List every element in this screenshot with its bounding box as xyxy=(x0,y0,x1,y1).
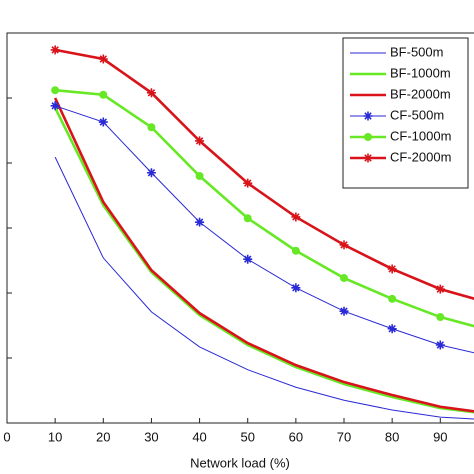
marker xyxy=(243,214,252,223)
x-tick-label: 20 xyxy=(96,429,110,444)
x-tick-label: 90 xyxy=(433,429,447,444)
marker xyxy=(98,54,108,64)
marker xyxy=(195,172,204,180)
marker xyxy=(195,217,205,227)
marker xyxy=(340,274,349,283)
marker xyxy=(291,283,301,293)
x-tick-label: 80 xyxy=(385,429,399,444)
legend-marker xyxy=(363,153,373,163)
series-line xyxy=(55,88,474,328)
marker xyxy=(147,123,156,132)
x-axis-label: Network load (%) xyxy=(190,455,290,470)
marker xyxy=(99,90,108,99)
series-line xyxy=(54,48,474,301)
legend-label: CF-500m xyxy=(390,107,444,122)
marker xyxy=(98,117,108,127)
marker xyxy=(243,178,253,188)
marker xyxy=(339,306,349,316)
series-line xyxy=(53,107,474,414)
x-tick-label: 70 xyxy=(337,429,351,444)
legend-label: BF-2000m xyxy=(390,86,451,101)
marker xyxy=(243,254,253,264)
marker xyxy=(195,136,205,146)
marker xyxy=(339,240,349,250)
legend: BF-500m BF-1000m BF-2000m CF-500m CF-1000m CF… xyxy=(342,37,469,189)
legend-marker xyxy=(364,133,372,141)
marker xyxy=(387,324,397,334)
x-tick-label: 40 xyxy=(192,429,206,444)
marker xyxy=(291,212,301,222)
series-line xyxy=(54,156,474,420)
x-tick-label: 10 xyxy=(48,429,62,444)
x-tick-label: 0 xyxy=(3,429,10,444)
marker xyxy=(435,340,445,350)
marker xyxy=(50,45,60,55)
marker xyxy=(388,294,397,303)
marker xyxy=(146,168,156,178)
marker xyxy=(387,264,397,274)
legend-label: CF-2000m xyxy=(390,149,451,164)
x-tick-label: 60 xyxy=(289,429,303,444)
legend-label: BF-500m xyxy=(390,44,443,59)
marker xyxy=(50,101,60,111)
x-tick-label: 30 xyxy=(144,429,158,444)
x-tick-label: 50 xyxy=(240,429,254,444)
marker xyxy=(291,246,300,255)
marker xyxy=(146,88,156,98)
legend-marker xyxy=(363,111,373,121)
legend-label: BF-1000m xyxy=(390,65,451,80)
series-line xyxy=(54,105,474,354)
legend-box xyxy=(342,37,469,189)
marker xyxy=(51,86,60,95)
series-line xyxy=(53,97,474,413)
marker xyxy=(436,313,445,322)
plot-lines xyxy=(50,45,474,420)
marker xyxy=(435,284,445,294)
legend-label: CF-1000m xyxy=(390,128,451,143)
